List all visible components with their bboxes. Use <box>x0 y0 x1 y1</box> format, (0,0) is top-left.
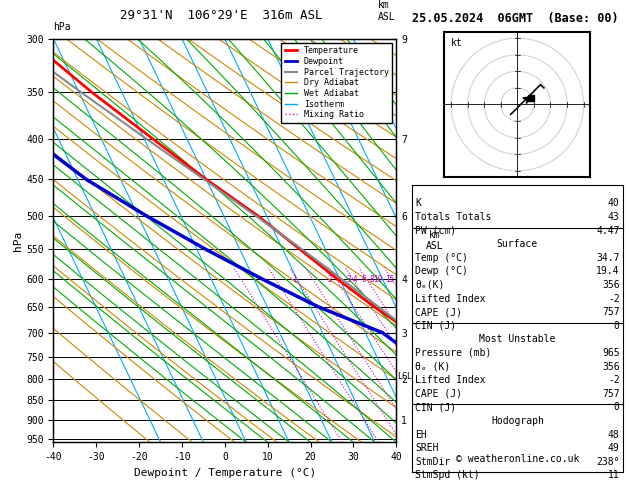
Text: 2: 2 <box>327 275 332 284</box>
Text: 43: 43 <box>608 212 620 222</box>
Text: 4.47: 4.47 <box>596 226 620 236</box>
Text: SREH: SREH <box>415 443 438 453</box>
Text: K: K <box>415 198 421 208</box>
Text: CAPE (J): CAPE (J) <box>415 389 462 399</box>
Legend: Temperature, Dewpoint, Parcel Trajectory, Dry Adiabat, Wet Adiabat, Isotherm, Mi: Temperature, Dewpoint, Parcel Trajectory… <box>281 43 392 122</box>
Text: 19.4: 19.4 <box>596 266 620 277</box>
X-axis label: Dewpoint / Temperature (°C): Dewpoint / Temperature (°C) <box>134 468 316 478</box>
Text: hPa: hPa <box>53 21 71 32</box>
Text: PW (cm): PW (cm) <box>415 226 456 236</box>
Text: -2: -2 <box>608 375 620 385</box>
Text: Pressure (mb): Pressure (mb) <box>415 348 491 358</box>
Text: StmSpd (kt): StmSpd (kt) <box>415 470 480 481</box>
Text: 15: 15 <box>386 275 394 284</box>
Text: Lifted Index: Lifted Index <box>415 294 486 304</box>
Text: 0: 0 <box>614 321 620 331</box>
Text: 34.7: 34.7 <box>596 253 620 263</box>
Text: CIN (J): CIN (J) <box>415 321 456 331</box>
Text: 4: 4 <box>353 275 358 284</box>
Text: 0: 0 <box>614 402 620 413</box>
Text: 238°: 238° <box>596 457 620 467</box>
Text: 11: 11 <box>608 470 620 481</box>
Text: 25.05.2024  06GMT  (Base: 00): 25.05.2024 06GMT (Base: 00) <box>412 12 618 25</box>
Text: 1: 1 <box>292 275 296 284</box>
Text: © weatheronline.co.uk: © weatheronline.co.uk <box>455 454 579 464</box>
Text: Temp (°C): Temp (°C) <box>415 253 468 263</box>
Text: θₑ (K): θₑ (K) <box>415 362 450 372</box>
Text: Surface: Surface <box>497 239 538 249</box>
Text: kt: kt <box>451 38 463 48</box>
Text: 8: 8 <box>370 275 374 284</box>
Text: 29°31'N  106°29'E  316m ASL: 29°31'N 106°29'E 316m ASL <box>120 9 322 22</box>
Text: 3: 3 <box>346 275 350 284</box>
Y-axis label: km
ASL: km ASL <box>426 230 443 251</box>
Text: 49: 49 <box>608 443 620 453</box>
Text: CIN (J): CIN (J) <box>415 402 456 413</box>
Text: 40: 40 <box>608 198 620 208</box>
Text: Hodograph: Hodograph <box>491 416 544 426</box>
Text: -2: -2 <box>608 294 620 304</box>
Text: km
ASL: km ASL <box>377 0 395 22</box>
Text: Totals Totals: Totals Totals <box>415 212 491 222</box>
Text: 48: 48 <box>608 430 620 440</box>
Text: θₑ(K): θₑ(K) <box>415 280 445 290</box>
Text: 10: 10 <box>373 275 382 284</box>
Y-axis label: hPa: hPa <box>13 230 23 251</box>
Text: 757: 757 <box>602 307 620 317</box>
Text: 965: 965 <box>602 348 620 358</box>
Text: 6: 6 <box>362 275 366 284</box>
Text: EH: EH <box>415 430 427 440</box>
Text: 757: 757 <box>602 389 620 399</box>
Text: LCL: LCL <box>397 372 412 382</box>
Text: Dewp (°C): Dewp (°C) <box>415 266 468 277</box>
Text: Most Unstable: Most Unstable <box>479 334 555 345</box>
Text: 356: 356 <box>602 362 620 372</box>
Text: CAPE (J): CAPE (J) <box>415 307 462 317</box>
Text: Lifted Index: Lifted Index <box>415 375 486 385</box>
Text: StmDir: StmDir <box>415 457 450 467</box>
Text: 356: 356 <box>602 280 620 290</box>
